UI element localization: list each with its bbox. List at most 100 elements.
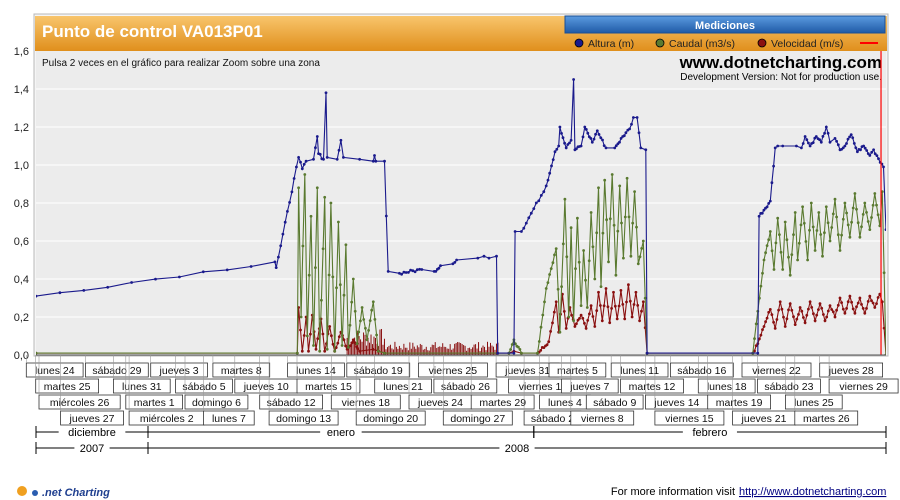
data-point-velocidad xyxy=(843,311,847,315)
data-point-altura xyxy=(635,116,639,119)
data-point-velocidad xyxy=(634,290,638,294)
data-point-caudal xyxy=(348,323,352,327)
day-label-box xyxy=(819,362,884,378)
data-point-velocidad xyxy=(608,321,612,325)
data-point-velocidad xyxy=(817,308,820,311)
data-point-velocidad xyxy=(336,341,340,345)
data-point-caudal xyxy=(514,342,517,346)
day-label-box xyxy=(212,362,271,378)
data-point-velocidad xyxy=(868,294,872,298)
data-point-velocidad xyxy=(826,309,830,313)
legend-header xyxy=(564,15,886,34)
data-point-velocidad xyxy=(578,317,581,320)
data-point-caudal xyxy=(778,233,781,237)
data-point-velocidad xyxy=(583,321,586,325)
data-point-altura xyxy=(273,260,277,264)
data-point-altura xyxy=(339,138,343,142)
data-point-altura xyxy=(781,144,785,148)
data-point-velocidad xyxy=(805,313,809,317)
data-point-altura xyxy=(868,154,872,157)
data-point-altura xyxy=(335,157,339,161)
data-point-caudal xyxy=(517,345,520,349)
data-point-velocidad xyxy=(636,304,640,307)
data-point-caudal xyxy=(375,333,378,337)
legend-item-velocidad[interactable]: Velocidad (m/s) xyxy=(757,38,843,50)
data-point-caudal xyxy=(636,262,640,266)
footer-link[interactable]: http://www.dotnetcharting.com xyxy=(739,486,886,498)
day-label: martes 8 xyxy=(221,365,262,377)
data-point-caudal xyxy=(340,344,344,347)
data-point-altura xyxy=(873,152,877,156)
data-point-caudal xyxy=(576,216,579,220)
day-label-box xyxy=(828,378,899,394)
data-point-altura xyxy=(496,351,500,355)
data-point-caudal xyxy=(593,277,597,281)
data-point-altura xyxy=(849,133,853,137)
data-point-velocidad xyxy=(770,313,774,316)
data-point-altura xyxy=(130,281,134,284)
legend: Altura (m) Caudal (m3/s) Velocidad (m/s) xyxy=(574,38,878,50)
day-label: lunes 31 xyxy=(122,381,162,393)
legend-label-caudal: Caudal (m3/s) xyxy=(669,38,735,50)
data-point-altura xyxy=(544,184,548,188)
day-label: viernes 22 xyxy=(752,365,801,377)
data-point-caudal xyxy=(331,275,335,279)
data-point-caudal xyxy=(556,287,560,291)
data-point-altura xyxy=(767,202,771,205)
day-label-box xyxy=(125,394,184,410)
data-point-caudal xyxy=(597,186,600,190)
data-point-velocidad xyxy=(759,333,763,337)
data-point-altura xyxy=(801,142,805,145)
data-point-caudal xyxy=(376,349,380,353)
zoom-hint: Pulsa 2 veces en el gráfico para realiza… xyxy=(42,58,320,69)
data-point-altura xyxy=(201,270,205,274)
data-point-caudal xyxy=(309,214,313,218)
data-point-caudal xyxy=(569,226,573,230)
series-layer xyxy=(36,78,886,355)
data-point-velocidad xyxy=(845,307,848,310)
data-point-velocidad xyxy=(876,296,880,299)
data-point-caudal xyxy=(776,216,780,220)
data-point-altura xyxy=(534,201,538,205)
data-point-altura xyxy=(532,207,536,211)
data-point-velocidad xyxy=(790,308,794,312)
data-point-velocidad xyxy=(539,349,543,352)
day-label: sábado 26 xyxy=(441,381,490,393)
data-point-caudal xyxy=(539,325,543,329)
data-point-altura xyxy=(420,268,424,271)
data-point-altura xyxy=(613,146,617,150)
data-point-altura xyxy=(568,141,571,145)
data-point-altura xyxy=(476,256,480,260)
day-label: jueves 3 xyxy=(159,365,199,377)
data-point-altura xyxy=(553,150,557,154)
data-point-caudal xyxy=(329,201,333,205)
legend-item-caudal[interactable]: Caudal (m3/s) xyxy=(655,38,735,50)
day-label: sábado 19 xyxy=(354,365,403,377)
legend-item-altura[interactable]: Altura (m) xyxy=(574,38,634,50)
data-point-caudal xyxy=(768,230,772,233)
data-point-altura xyxy=(856,150,859,154)
data-point-caudal xyxy=(635,225,638,229)
data-point-velocidad xyxy=(793,323,797,326)
data-point-altura xyxy=(318,152,322,156)
data-point-altura xyxy=(848,135,851,139)
data-point-altura xyxy=(872,148,875,152)
data-point-altura xyxy=(581,135,585,139)
data-point-caudal xyxy=(608,217,612,221)
data-point-altura xyxy=(843,144,847,148)
data-point-velocidad xyxy=(342,338,346,342)
chart-title: Punto de control VA013P01 xyxy=(42,22,263,41)
data-point-altura xyxy=(602,144,606,148)
day-label-box xyxy=(150,362,208,378)
data-point-altura xyxy=(106,285,110,289)
data-point-caudal xyxy=(863,201,867,205)
legend-label-velocidad: Velocidad (m/s) xyxy=(771,38,843,50)
data-point-velocidad xyxy=(792,315,795,319)
data-point-altura xyxy=(539,194,543,197)
data-point-velocidad xyxy=(570,313,573,317)
day-label: domingo 27 xyxy=(450,413,505,425)
data-point-caudal xyxy=(841,217,845,221)
data-point-altura xyxy=(439,264,442,268)
series-altura xyxy=(36,78,886,355)
